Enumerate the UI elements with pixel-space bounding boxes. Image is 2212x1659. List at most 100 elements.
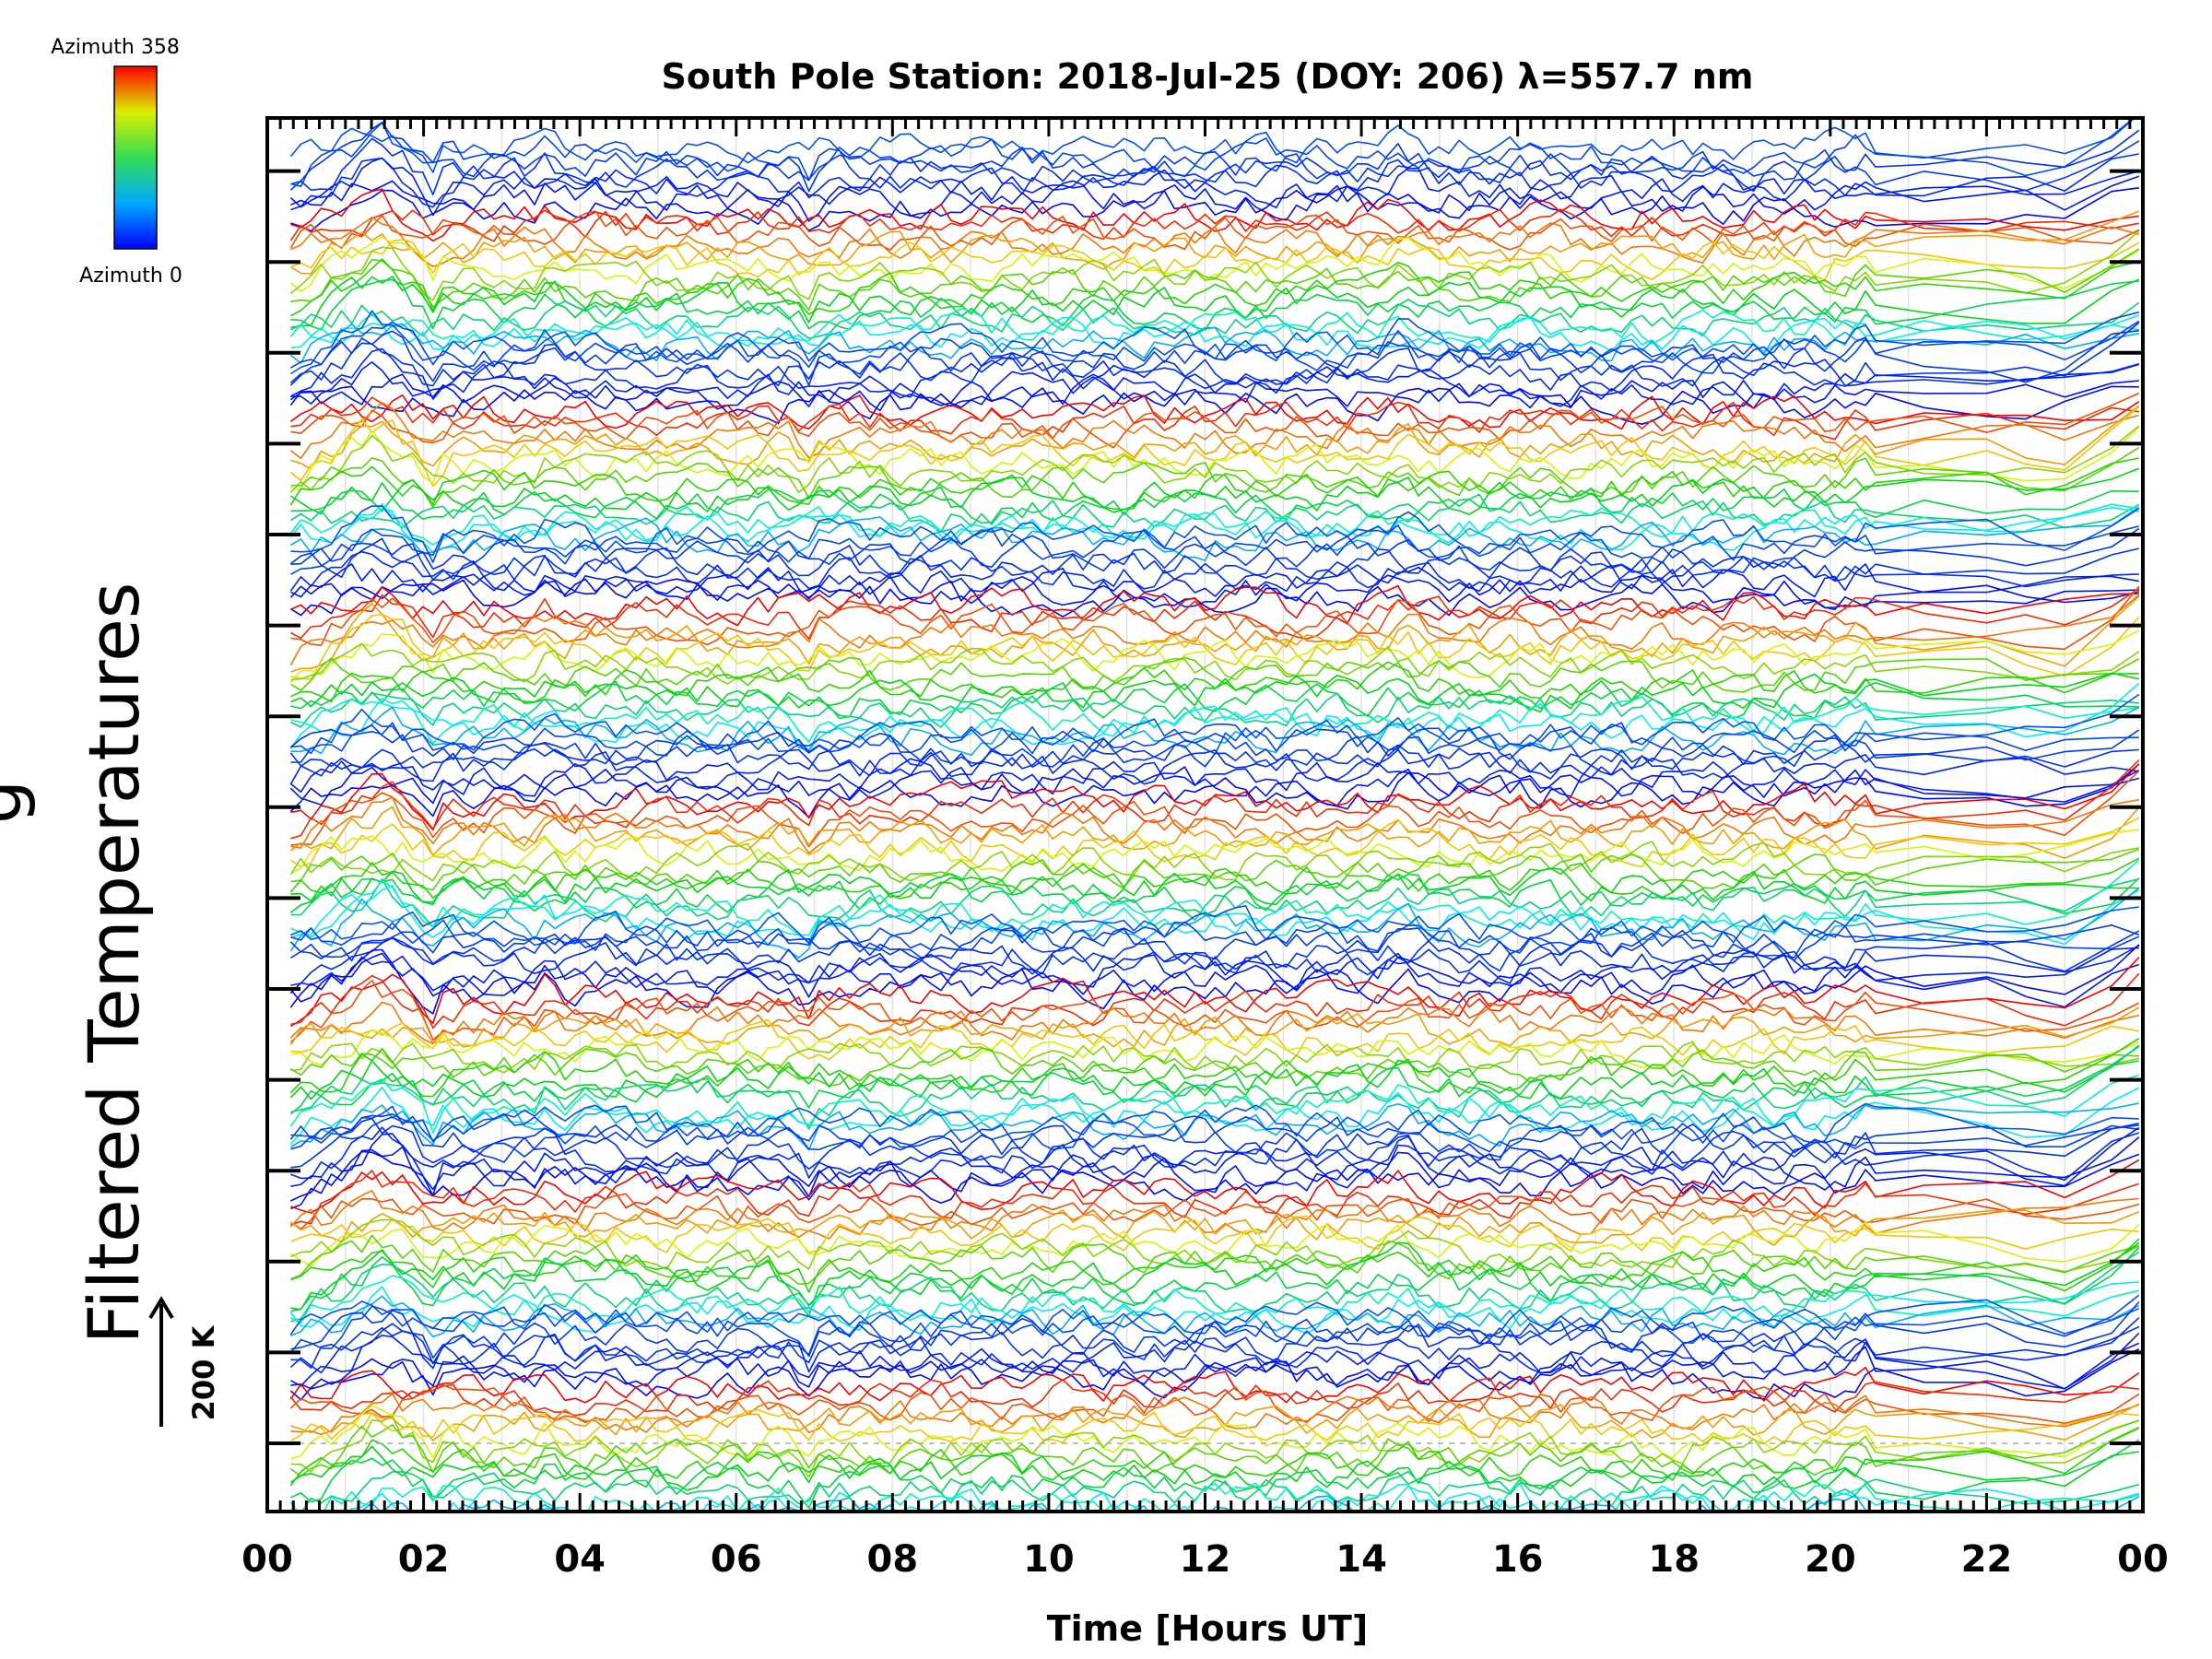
trace-line xyxy=(289,1317,2140,1374)
trace-line xyxy=(289,1281,2139,1335)
scale-bar: 200 K xyxy=(148,1296,221,1427)
colorbar-gradient xyxy=(113,65,158,250)
trace-line xyxy=(290,486,2139,524)
trace-line xyxy=(290,392,2140,449)
trace-line xyxy=(290,320,2140,374)
trace-line xyxy=(289,506,2140,562)
y-axis-label: Filtered Temperatures xyxy=(73,582,155,1345)
x-tick-label: 00 xyxy=(2117,1538,2169,1581)
trace-line xyxy=(289,944,2140,1015)
trace-line xyxy=(290,118,2136,188)
trace-line xyxy=(289,817,2140,868)
trace-line xyxy=(289,1006,2140,1048)
trace-line xyxy=(290,524,2139,575)
trace-line xyxy=(289,425,2140,493)
trace-line xyxy=(290,829,2139,875)
x-tick-label: 12 xyxy=(1180,1538,1231,1581)
trace-line xyxy=(289,1038,2140,1098)
x-tick-label: 20 xyxy=(1805,1538,1856,1581)
x-tick-label: 02 xyxy=(398,1538,450,1581)
trace-line xyxy=(290,1275,2139,1324)
trace-line xyxy=(290,919,2140,959)
trace-line xyxy=(290,859,2140,938)
y-axis-label-partial: g xyxy=(0,780,37,824)
trace-line xyxy=(290,1393,2140,1436)
x-tick-label: 10 xyxy=(1023,1538,1075,1581)
x-tick-label: 14 xyxy=(1335,1538,1387,1581)
trace-line xyxy=(289,506,2139,554)
trace-line xyxy=(290,239,2140,281)
trace-line xyxy=(290,446,2140,509)
trace-line xyxy=(290,613,2140,680)
trace-line xyxy=(290,1332,2140,1390)
trace-line xyxy=(290,1029,2140,1068)
trace-line xyxy=(290,1403,2140,1441)
trace-line xyxy=(290,587,2140,640)
trace-line xyxy=(290,692,2139,728)
trace-line xyxy=(290,680,2139,720)
trace-line xyxy=(289,924,2140,961)
trace-line xyxy=(289,766,2140,807)
trace-line xyxy=(289,157,2140,217)
trace-line xyxy=(289,373,2139,412)
trace-line xyxy=(289,1047,2139,1087)
trace-line xyxy=(290,1117,2139,1171)
trace-line xyxy=(290,595,2140,673)
trace-line xyxy=(290,1470,2140,1512)
scale-bar-label: 200 K xyxy=(186,1324,221,1420)
scale-arrow-head xyxy=(148,1296,174,1320)
trace-line xyxy=(290,1415,2140,1478)
x-tick-label: 18 xyxy=(1648,1538,1700,1581)
trace-line xyxy=(289,1044,2140,1100)
trace-line xyxy=(290,527,2140,581)
trace-line xyxy=(290,299,2140,339)
trace-line xyxy=(289,493,2140,534)
trace-line xyxy=(289,1445,2139,1491)
trace-line xyxy=(289,841,2139,882)
trace-line xyxy=(290,1234,2140,1286)
trace-line xyxy=(289,947,2139,994)
trace-line xyxy=(289,1294,2140,1358)
trace-line xyxy=(289,467,2140,515)
trace-line xyxy=(290,877,2139,928)
trace-line xyxy=(290,1300,2140,1359)
trace-line xyxy=(289,1193,2140,1230)
trace-line xyxy=(289,322,2140,387)
trace-line xyxy=(289,594,2140,666)
trace-line xyxy=(290,867,2139,906)
trace-line xyxy=(290,848,2140,891)
trace-line xyxy=(289,574,2139,609)
trace-line xyxy=(290,936,2140,986)
trace-line xyxy=(289,887,2140,959)
trace-line xyxy=(289,122,2140,192)
trace-line xyxy=(290,1439,2140,1509)
trace-line xyxy=(290,904,2139,952)
trace-line xyxy=(289,1209,2140,1246)
trace-line xyxy=(290,1408,2139,1445)
trace-line xyxy=(290,661,2139,703)
trace-line xyxy=(289,1426,2140,1487)
trace-line xyxy=(290,405,2140,470)
trace-line xyxy=(289,578,2139,618)
colorbar-bottom-label: Azimuth 0 xyxy=(79,265,182,288)
x-tick-label: 22 xyxy=(1961,1538,2013,1581)
x-axis-label: Time [Hours UT] xyxy=(1047,1608,1369,1649)
trace-line xyxy=(290,1113,2139,1163)
trace-line xyxy=(289,208,2139,242)
trace-line xyxy=(289,1419,2140,1477)
trace-line xyxy=(289,742,2139,782)
trace-line xyxy=(290,1041,2139,1077)
trace-line xyxy=(289,310,2139,375)
trace-line xyxy=(289,930,2140,976)
trace-line xyxy=(290,248,2140,312)
trace-line xyxy=(290,884,2140,946)
trace-line xyxy=(289,210,2140,275)
trace-line xyxy=(289,1074,2140,1135)
trace-line xyxy=(290,1159,2140,1214)
trace-line xyxy=(289,1087,2140,1146)
trace-line xyxy=(290,396,2139,441)
trace-line xyxy=(290,563,2139,600)
trace-line xyxy=(289,1299,2140,1337)
trace-line xyxy=(290,276,2140,328)
